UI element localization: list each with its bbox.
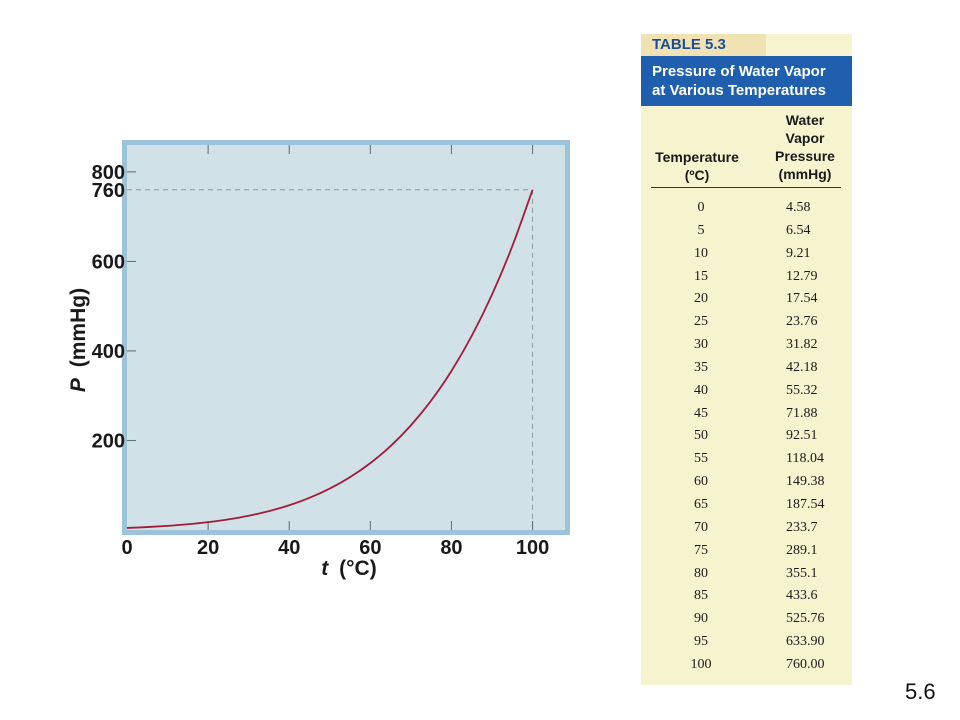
header-divider bbox=[651, 187, 841, 188]
pressure-cell: 233.7 bbox=[786, 519, 818, 535]
temperature-cell: 70 bbox=[694, 519, 708, 535]
table-row: 55 118.04 bbox=[641, 448, 852, 471]
x-tick-label: 80 bbox=[440, 537, 462, 559]
x-tick-label: 100 bbox=[516, 537, 549, 559]
table-row: 20 17.54 bbox=[641, 288, 852, 311]
pressure-cell: 17.54 bbox=[786, 291, 818, 307]
pressure-cell: 355.1 bbox=[786, 565, 818, 581]
plot-area bbox=[127, 145, 565, 530]
column-header-line: (mmHg) bbox=[778, 166, 832, 182]
pressure-cell: 42.18 bbox=[786, 359, 818, 375]
table-row: 65 187.54 bbox=[641, 494, 852, 517]
x-tick-label: 40 bbox=[278, 537, 300, 559]
temperature-cell: 5 bbox=[697, 222, 705, 238]
column-header-line: Pressure bbox=[775, 148, 835, 164]
temperature-cell: 45 bbox=[694, 405, 708, 421]
table-row: 60 149.38 bbox=[641, 471, 852, 494]
pressure-cell: 149.38 bbox=[786, 474, 825, 490]
temperature-cell: 35 bbox=[694, 359, 708, 375]
table-title-line: Pressure of Water Vapor bbox=[652, 63, 826, 80]
y-tick-label: 800 bbox=[92, 162, 125, 184]
temperature-cell: 75 bbox=[694, 542, 708, 558]
pressure-cell: 31.82 bbox=[786, 337, 818, 353]
pressure-cell: 12.79 bbox=[786, 268, 818, 284]
temperature-cell: 10 bbox=[694, 245, 708, 261]
pressure-cell: 633.90 bbox=[786, 634, 825, 650]
temperature-cell: 0 bbox=[697, 200, 705, 215]
pressure-cell: 23.76 bbox=[786, 314, 818, 330]
pressure-cell: 55.32 bbox=[786, 382, 818, 398]
temperature-cell: 95 bbox=[694, 634, 708, 650]
pressure-cell: 118.04 bbox=[786, 451, 824, 467]
pressure-cell: 187.54 bbox=[786, 496, 825, 512]
x-tick-label: 20 bbox=[197, 537, 219, 559]
table-row: 45 71.88 bbox=[641, 403, 852, 426]
temperature-cell: 30 bbox=[694, 337, 708, 353]
temperature-cell: 85 bbox=[694, 588, 708, 604]
pressure-cell: 289.1 bbox=[786, 542, 818, 558]
table-row: 0 4.58 bbox=[641, 197, 852, 220]
temperature-cell: 50 bbox=[694, 428, 708, 444]
pressure-cell: 760.00 bbox=[786, 656, 825, 672]
x-axis-unit: (°C) bbox=[339, 557, 377, 580]
table-row: 35 42.18 bbox=[641, 357, 852, 380]
x-tick-label: 60 bbox=[359, 537, 381, 559]
temperature-cell: 65 bbox=[694, 496, 708, 512]
column-header-temperature: Temperature (ºC) bbox=[647, 148, 747, 184]
table-row: 25 23.76 bbox=[641, 311, 852, 334]
table-row: 80 355.1 bbox=[641, 563, 852, 586]
pressure-cell: 6.54 bbox=[786, 222, 811, 238]
x-tick-label: 0 bbox=[121, 537, 132, 559]
temperature-cell: 100 bbox=[690, 656, 712, 672]
y-axis-variable: P bbox=[67, 377, 90, 392]
table-title: Pressure of Water Vapor at Various Tempe… bbox=[641, 56, 852, 106]
slide-number: 5.6 bbox=[905, 679, 936, 704]
vapor-pressure-table: TABLE 5.3 Pressure of Water Vapor at Var… bbox=[641, 34, 852, 685]
x-axis-label: t (°C) bbox=[321, 557, 376, 580]
temperature-cell: 90 bbox=[694, 611, 708, 627]
column-header-line: Vapor bbox=[785, 130, 825, 146]
table-row: 70 233.7 bbox=[641, 517, 852, 540]
table-row: 10 9.21 bbox=[641, 243, 852, 266]
column-header-pressure: Water Vapor Pressure (mmHg) bbox=[769, 111, 841, 183]
table-row: 90 525.76 bbox=[641, 608, 852, 631]
pressure-cell: 433.6 bbox=[786, 588, 818, 604]
temperature-cell: 40 bbox=[694, 382, 708, 398]
temperature-cell: 25 bbox=[694, 314, 708, 330]
temperature-cell: 15 bbox=[694, 268, 708, 284]
y-axis-label: P (mmHg) bbox=[67, 288, 90, 392]
table-row: 40 55.32 bbox=[641, 380, 852, 403]
column-header-line: Water bbox=[785, 112, 825, 128]
table-row: 30 31.82 bbox=[641, 334, 852, 357]
pressure-cell: 9.21 bbox=[786, 245, 811, 261]
y-tick-label: 200 bbox=[92, 430, 125, 452]
series-line bbox=[126, 189, 534, 529]
table-row: 95 633.90 bbox=[641, 631, 852, 654]
temperature-cell: 55 bbox=[694, 451, 708, 467]
table-row: 5 6.54 bbox=[641, 220, 852, 243]
table-title-line: at Various Temperatures bbox=[652, 82, 826, 99]
pressure-cell: 71.88 bbox=[786, 405, 818, 421]
temperature-cell: 60 bbox=[694, 474, 708, 490]
table-row: 15 12.79 bbox=[641, 266, 852, 289]
pressure-cell: 4.58 bbox=[786, 200, 811, 215]
column-header-line: Temperature bbox=[655, 149, 739, 165]
temperature-cell: 20 bbox=[694, 291, 708, 307]
table-row: 50 92.51 bbox=[641, 425, 852, 448]
y-axis-unit: (mmHg) bbox=[67, 288, 90, 367]
temperature-cell: 80 bbox=[694, 565, 708, 581]
table-row: 85 433.6 bbox=[641, 585, 852, 608]
table-body: 0 4.58 5 6.54 10 9.21 15 12.79 20 17.54 25 23.76 30 3… bbox=[641, 197, 852, 677]
y-tick-label: 600 bbox=[92, 251, 125, 273]
x-axis-variable: t bbox=[321, 557, 329, 580]
y-tick-label: 760 bbox=[92, 180, 125, 202]
column-header-line: (ºC) bbox=[684, 167, 710, 183]
table-number: TABLE 5.3 bbox=[641, 34, 766, 56]
table-row: 75 289.1 bbox=[641, 540, 852, 563]
y-tick-label: 400 bbox=[92, 341, 125, 363]
pressure-cell: 92.51 bbox=[786, 428, 818, 444]
pressure-cell: 525.76 bbox=[786, 611, 825, 627]
table-row: 100 760.00 bbox=[641, 654, 852, 677]
